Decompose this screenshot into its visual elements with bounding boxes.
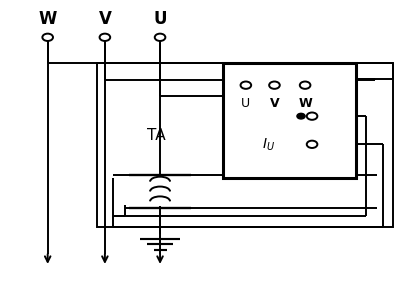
Text: U: U bbox=[153, 10, 166, 28]
Text: TA: TA bbox=[146, 128, 165, 143]
Text: $I_U$: $I_U$ bbox=[261, 136, 274, 153]
Text: V: V bbox=[269, 97, 279, 110]
Text: U: U bbox=[241, 97, 250, 110]
Bar bbox=[97, 63, 392, 228]
Text: W: W bbox=[38, 10, 57, 28]
Text: W: W bbox=[297, 97, 311, 110]
Text: V: V bbox=[98, 10, 111, 28]
Circle shape bbox=[296, 113, 304, 119]
Bar bbox=[223, 63, 355, 178]
